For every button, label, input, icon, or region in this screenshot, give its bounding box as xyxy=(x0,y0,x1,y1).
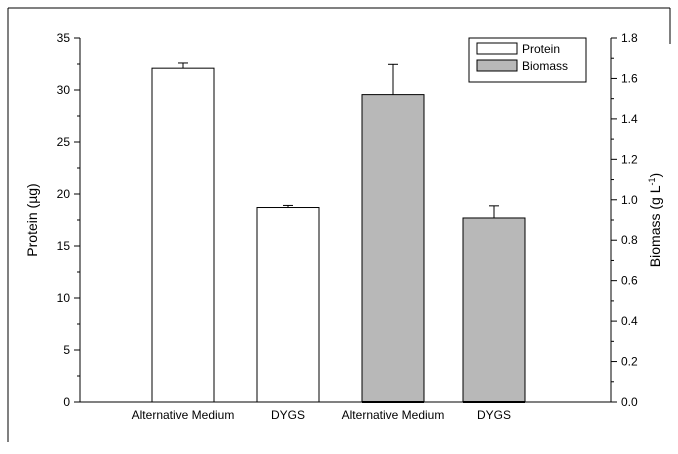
protein-bar xyxy=(151,67,215,403)
protein-bar xyxy=(256,207,320,403)
biomass-bar xyxy=(462,217,526,403)
right-tick-label: 0.0 xyxy=(621,395,638,409)
right-tick-label: 1.4 xyxy=(621,112,638,126)
legend: Protein Biomass xyxy=(468,37,587,83)
right-tick-label: 0.8 xyxy=(621,233,638,247)
biomass-bar xyxy=(361,94,425,403)
left-tick-label: 25 xyxy=(57,135,71,149)
bars xyxy=(151,62,526,403)
legend-swatch xyxy=(476,59,518,72)
legend-swatch xyxy=(476,42,518,55)
right-tick-label: 1.0 xyxy=(621,193,638,207)
right-tick-label: 0.2 xyxy=(621,355,638,369)
right-tick-label: 1.8 xyxy=(621,31,638,45)
category-label: Alternative Medium xyxy=(342,408,445,422)
left-tick-label: 20 xyxy=(57,187,71,201)
left-tick-label: 5 xyxy=(63,343,70,357)
category-label: DYGS xyxy=(271,408,305,422)
right-axis-title: Biomass (g L-1) xyxy=(647,173,663,267)
category-label: DYGS xyxy=(477,408,511,422)
right-tick-label: 0.4 xyxy=(621,314,638,328)
left-tick-label: 0 xyxy=(63,395,70,409)
legend-label: Protein xyxy=(522,42,560,56)
category-label: Alternative Medium xyxy=(132,408,235,422)
labels: 0 5 10 15 20 25 30 35 0.0 0.2 0.4 0.6 0.8 1.0 1.2 1.4 1.… xyxy=(24,31,663,422)
right-tick-label: 1.2 xyxy=(621,152,638,166)
right-tick-label: 1.6 xyxy=(621,71,638,85)
left-axis-title: Protein (µg) xyxy=(24,183,40,256)
right-tick-label: 0.6 xyxy=(621,274,638,288)
left-tick-label: 15 xyxy=(57,239,71,253)
left-tick-label: 35 xyxy=(57,31,71,45)
legend-label: Biomass xyxy=(522,59,568,73)
left-tick-label: 10 xyxy=(57,291,71,305)
left-tick-label: 30 xyxy=(57,83,71,97)
